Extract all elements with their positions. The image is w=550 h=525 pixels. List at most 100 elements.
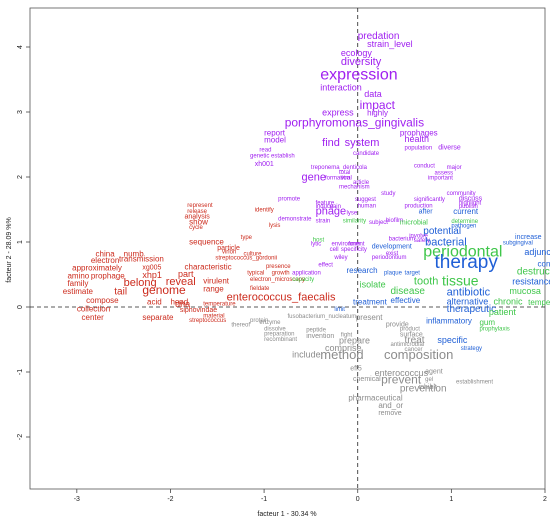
word-label: wiley xyxy=(333,255,347,261)
word-label: increase xyxy=(515,234,542,241)
word-label: form xyxy=(348,241,360,247)
word-label: presence xyxy=(266,264,291,270)
word-label: head xyxy=(170,297,188,306)
word-label: remove xyxy=(378,410,401,417)
x-tick-label: 2 xyxy=(543,496,547,503)
word-label: effect xyxy=(318,263,333,269)
word-label: disease xyxy=(391,286,426,297)
word-label: read xyxy=(259,148,271,154)
word-label: pharmaceutical xyxy=(348,394,402,403)
word-label: transmission xyxy=(119,255,164,264)
word-label: model xyxy=(264,136,286,145)
y-axis-title: facteur 2 - 28.09 %% xyxy=(6,217,13,282)
x-tick-label: 0 xyxy=(356,496,360,503)
word-label: thereof xyxy=(231,323,250,329)
word-label: approximately xyxy=(72,264,122,273)
y-tick-label: 2 xyxy=(17,175,24,179)
word-label: temperature xyxy=(203,302,236,308)
word-label: invention xyxy=(306,333,334,340)
word-label: enterococcus xyxy=(375,368,429,378)
word-label: current xyxy=(453,207,479,216)
word-label: impact xyxy=(360,98,396,112)
word-label: community xyxy=(447,191,476,197)
word-label: ecology xyxy=(341,48,373,58)
word-label: protein xyxy=(250,318,268,324)
word-label: agent xyxy=(425,368,443,375)
word-label: gel xyxy=(425,377,433,383)
word-label: gum xyxy=(479,318,495,327)
word-label: fight xyxy=(341,332,353,338)
word-label: mucosa xyxy=(509,286,541,296)
word-label: virulent xyxy=(203,277,230,286)
word-label: enterococcus_faecalis xyxy=(227,292,336,304)
x-tick-label: 1 xyxy=(449,496,453,503)
word-label: destruction xyxy=(517,267,550,278)
word-label: present xyxy=(356,313,383,322)
word-label: treat xyxy=(405,335,425,346)
word-label: article xyxy=(353,180,370,186)
word-label: comprise xyxy=(325,343,362,353)
word-label: establishment xyxy=(456,380,493,386)
word-label: formation xyxy=(325,176,350,182)
word-label: lyse xyxy=(346,211,357,217)
word-label: electron xyxy=(91,256,119,265)
word-label: cancer xyxy=(405,347,423,353)
word-label: cell xyxy=(330,247,339,253)
word-label: total xyxy=(339,170,350,176)
word-label: find xyxy=(322,137,340,149)
y-tick-label: -1 xyxy=(17,369,24,375)
word-label: belong xyxy=(124,277,157,289)
word-label: tooth xyxy=(414,275,438,287)
word-label: alternative xyxy=(447,296,489,306)
word-label: prepare xyxy=(339,335,370,345)
word-label: prevent xyxy=(381,373,422,387)
word-label: exist xyxy=(386,251,399,257)
word-label: gene xyxy=(302,171,326,183)
x-tick-label: -3 xyxy=(74,496,80,503)
word-label: streptococcus xyxy=(189,318,226,324)
word-label: fusobacterium_nucleatum xyxy=(288,314,357,320)
word-label: strain_level xyxy=(367,39,413,49)
word-label: assess xyxy=(435,170,454,176)
y-tick-label: 0 xyxy=(17,305,24,309)
word-label: strategy xyxy=(461,346,482,352)
word-label: subgingival xyxy=(503,241,533,247)
word-label: data xyxy=(364,89,382,99)
word-label: chemical xyxy=(353,376,381,383)
x-tick-label: -2 xyxy=(167,496,173,503)
word-label: amino xyxy=(67,271,89,280)
word-label: host xyxy=(313,237,325,243)
word-label: dna xyxy=(175,299,190,309)
word-label: development xyxy=(372,244,412,251)
word-label: center xyxy=(82,313,105,322)
word-label: growth xyxy=(272,271,290,277)
word-label: chronic xyxy=(494,296,524,306)
word-label: predation xyxy=(358,31,400,42)
word-label: bacterium xyxy=(389,237,415,243)
word-label: provide xyxy=(386,322,409,329)
word-label: after xyxy=(419,208,434,215)
word-label: estimate xyxy=(63,287,94,296)
word-label: strain xyxy=(316,219,331,225)
word-label: highly xyxy=(367,108,388,117)
word-label: health xyxy=(405,134,430,144)
word-label: numb xyxy=(124,249,145,258)
word-label: temperate xyxy=(528,298,550,307)
word-label: prophage xyxy=(91,271,125,280)
word-label: periodontium xyxy=(372,255,407,261)
word-label: surface xyxy=(400,331,423,338)
word-label: virion xyxy=(222,250,236,256)
word-label: environment xyxy=(332,241,365,247)
word-label: potential xyxy=(423,226,461,237)
word-label: interaction xyxy=(320,83,362,93)
word-label: analysis xyxy=(185,214,211,221)
word-label: microbial xyxy=(400,219,428,226)
word-label: publish xyxy=(459,204,478,210)
word-label: represent xyxy=(187,203,213,209)
word-label: fieldate xyxy=(250,286,270,292)
word-label: diversity xyxy=(341,56,382,68)
word-label: candidate xyxy=(353,151,380,157)
word-label: tissue xyxy=(442,273,479,289)
word-label: collection xyxy=(77,305,110,314)
